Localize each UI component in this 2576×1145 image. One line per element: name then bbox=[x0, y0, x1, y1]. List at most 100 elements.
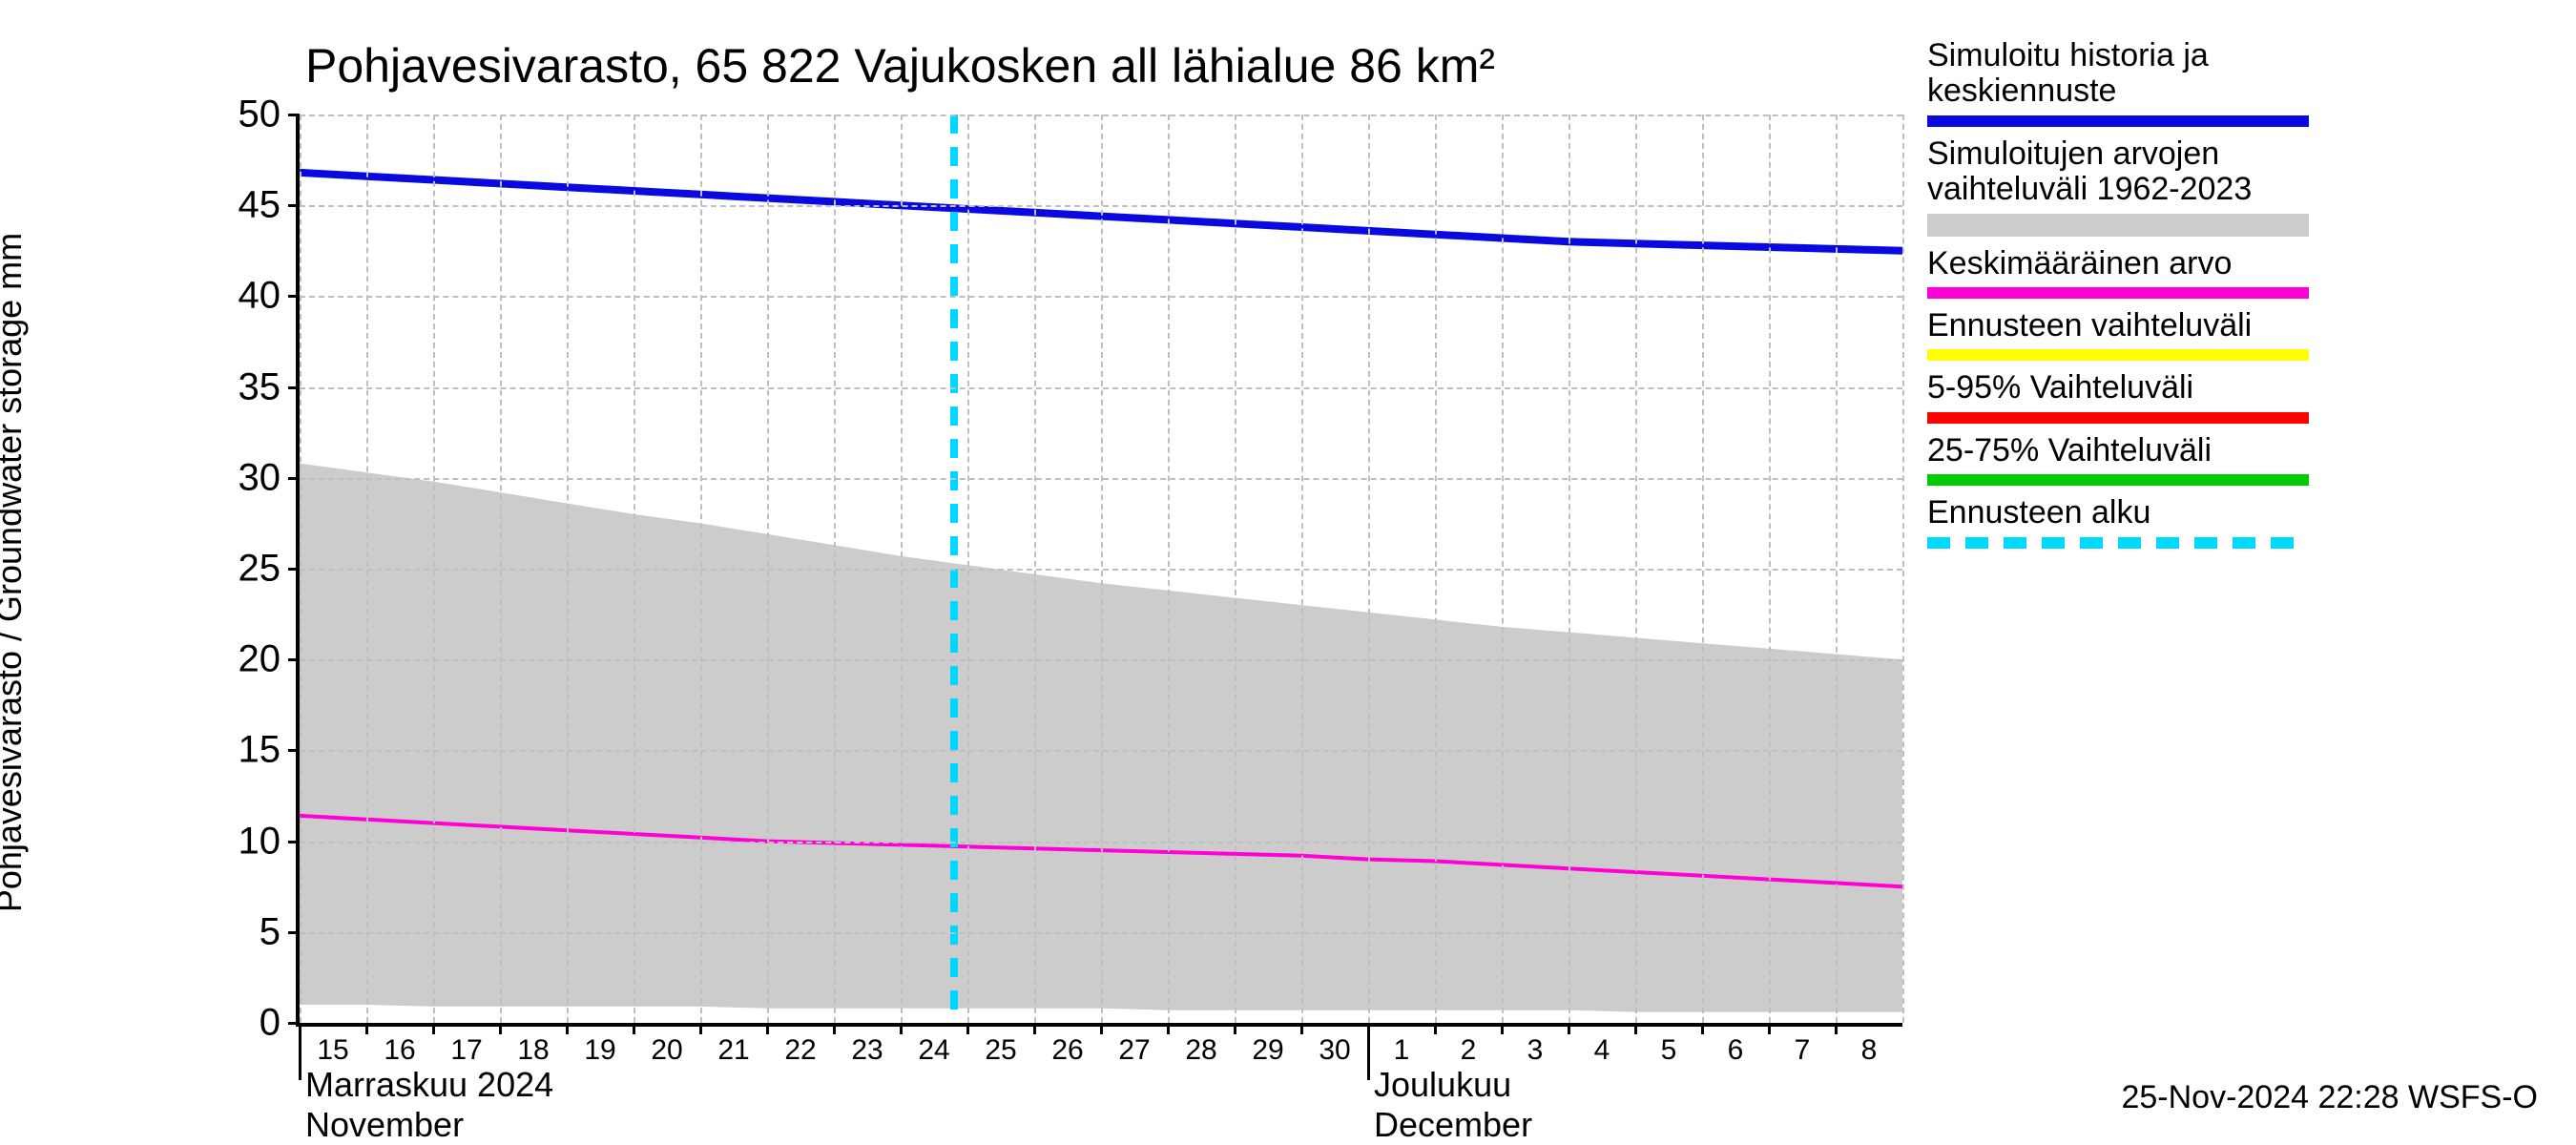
x-tick bbox=[1100, 1023, 1103, 1034]
legend-item: Ennusteen alku bbox=[1927, 495, 2557, 548]
legend-swatch bbox=[1927, 214, 2309, 237]
x-gridline bbox=[1902, 114, 1904, 1023]
x-gridline bbox=[567, 114, 569, 1023]
legend-swatch bbox=[1927, 474, 2309, 486]
y-tick bbox=[288, 114, 300, 116]
x-tick-label: 4 bbox=[1594, 1034, 1610, 1067]
y-tick-label: 40 bbox=[239, 275, 281, 318]
y-tick-label: 30 bbox=[239, 456, 281, 499]
y-axis-label: Pohjavesivarasto / Groundwater storage m… bbox=[0, 233, 30, 912]
y-tick bbox=[288, 749, 300, 752]
x-tick-label: 17 bbox=[450, 1034, 482, 1067]
y-tick bbox=[288, 386, 300, 389]
x-tick bbox=[966, 1023, 969, 1034]
y-tick-label: 15 bbox=[239, 729, 281, 772]
y-tick-label: 5 bbox=[260, 910, 280, 953]
x-gridline bbox=[1235, 114, 1236, 1023]
x-tick-label: 8 bbox=[1861, 1034, 1878, 1067]
legend-item: Ennusteen vaihteluväli bbox=[1927, 308, 2557, 361]
y-tick-label: 10 bbox=[239, 820, 281, 863]
x-tick bbox=[900, 1023, 903, 1034]
legend-label: Ennusteen vaihteluväli bbox=[1927, 308, 2557, 344]
y-tick bbox=[288, 477, 300, 480]
x-tick bbox=[566, 1023, 569, 1034]
y-tick-label: 25 bbox=[239, 548, 281, 591]
y-tick bbox=[288, 931, 300, 934]
chart-title: Pohjavesivarasto, 65 822 Vajukosken all … bbox=[305, 38, 1495, 94]
legend-swatch bbox=[1927, 537, 2309, 549]
x-tick-label: 24 bbox=[918, 1034, 949, 1067]
y-tick bbox=[288, 204, 300, 207]
x-tick-label: 20 bbox=[651, 1034, 682, 1067]
x-tick bbox=[1501, 1023, 1504, 1034]
x-gridline bbox=[1769, 114, 1771, 1023]
x-tick bbox=[1234, 1023, 1236, 1034]
x-tick-label: 3 bbox=[1527, 1034, 1544, 1067]
y-tick-label: 45 bbox=[239, 184, 281, 227]
x-gridline bbox=[967, 114, 969, 1023]
y-tick bbox=[288, 295, 300, 298]
x-gridline bbox=[1702, 114, 1704, 1023]
x-tick-label: 29 bbox=[1252, 1034, 1283, 1067]
x-tick-label: 25 bbox=[985, 1034, 1016, 1067]
x-gridline bbox=[1368, 114, 1370, 1023]
x-gridline bbox=[1836, 114, 1838, 1023]
x-tick-label: 2 bbox=[1461, 1034, 1477, 1067]
x-tick-label: 6 bbox=[1728, 1034, 1744, 1067]
legend-label: 5-95% Vaihteluväli bbox=[1927, 370, 2557, 406]
x-tick bbox=[1768, 1023, 1771, 1034]
x-gridline bbox=[1568, 114, 1570, 1023]
plot-area: 0510152025303540455015161718192021222324… bbox=[296, 114, 1902, 1027]
legend-swatch bbox=[1927, 349, 2309, 361]
x-gridline bbox=[1101, 114, 1103, 1023]
legend-swatch bbox=[1927, 412, 2309, 424]
x-gridline bbox=[834, 114, 836, 1023]
x-tick bbox=[432, 1023, 435, 1034]
x-gridline bbox=[1435, 114, 1437, 1023]
x-tick-label: 26 bbox=[1051, 1034, 1083, 1067]
x-tick-label: 18 bbox=[517, 1034, 549, 1067]
x-gridline bbox=[1034, 114, 1036, 1023]
x-tick bbox=[1300, 1023, 1303, 1034]
legend-label: Ennusteen alku bbox=[1927, 495, 2557, 531]
y-tick bbox=[288, 658, 300, 661]
legend-label: Simuloitujen arvojen vaihteluväli 1962-2… bbox=[1927, 136, 2557, 208]
x-gridline bbox=[500, 114, 502, 1023]
x-tick bbox=[365, 1023, 368, 1034]
x-tick bbox=[699, 1023, 702, 1034]
x-gridline bbox=[1168, 114, 1170, 1023]
x-month-mark bbox=[1367, 1023, 1370, 1080]
x-gridline bbox=[901, 114, 903, 1023]
x-tick bbox=[499, 1023, 502, 1034]
x-gridline bbox=[1502, 114, 1504, 1023]
legend-item: Simuloitu historia ja keskiennuste bbox=[1927, 38, 2557, 127]
x-gridline bbox=[433, 114, 435, 1023]
x-tick-label: 23 bbox=[851, 1034, 883, 1067]
chart-container: Pohjavesivarasto / Groundwater storage m… bbox=[0, 0, 2576, 1145]
x-tick bbox=[766, 1023, 769, 1034]
legend-swatch bbox=[1927, 115, 2309, 127]
legend-label: 25-75% Vaihteluväli bbox=[1927, 433, 2557, 468]
x-tick-label: 5 bbox=[1661, 1034, 1677, 1067]
x-gridline bbox=[1635, 114, 1637, 1023]
y-tick-label: 50 bbox=[239, 94, 281, 136]
x-tick bbox=[1634, 1023, 1637, 1034]
x-tick bbox=[833, 1023, 836, 1034]
legend-label: Simuloitu historia ja keskiennuste bbox=[1927, 38, 2557, 110]
x-tick-label: 19 bbox=[584, 1034, 615, 1067]
x-month-label: Marraskuu 2024November bbox=[305, 1065, 553, 1145]
legend-item: Simuloitujen arvojen vaihteluväli 1962-2… bbox=[1927, 136, 2557, 237]
y-tick bbox=[288, 841, 300, 843]
x-tick-label: 15 bbox=[317, 1034, 348, 1067]
x-month-mark bbox=[299, 1023, 301, 1080]
x-gridline bbox=[1301, 114, 1303, 1023]
legend-swatch bbox=[1927, 287, 2309, 299]
x-gridline bbox=[300, 114, 301, 1023]
x-gridline bbox=[634, 114, 635, 1023]
legend-item: 5-95% Vaihteluväli bbox=[1927, 370, 2557, 423]
x-tick-label: 1 bbox=[1394, 1034, 1410, 1067]
legend-label: Keskimääräinen arvo bbox=[1927, 246, 2557, 281]
x-tick bbox=[1033, 1023, 1036, 1034]
x-month-label: JoulukuuDecember bbox=[1374, 1065, 1532, 1145]
x-tick-label: 21 bbox=[717, 1034, 749, 1067]
